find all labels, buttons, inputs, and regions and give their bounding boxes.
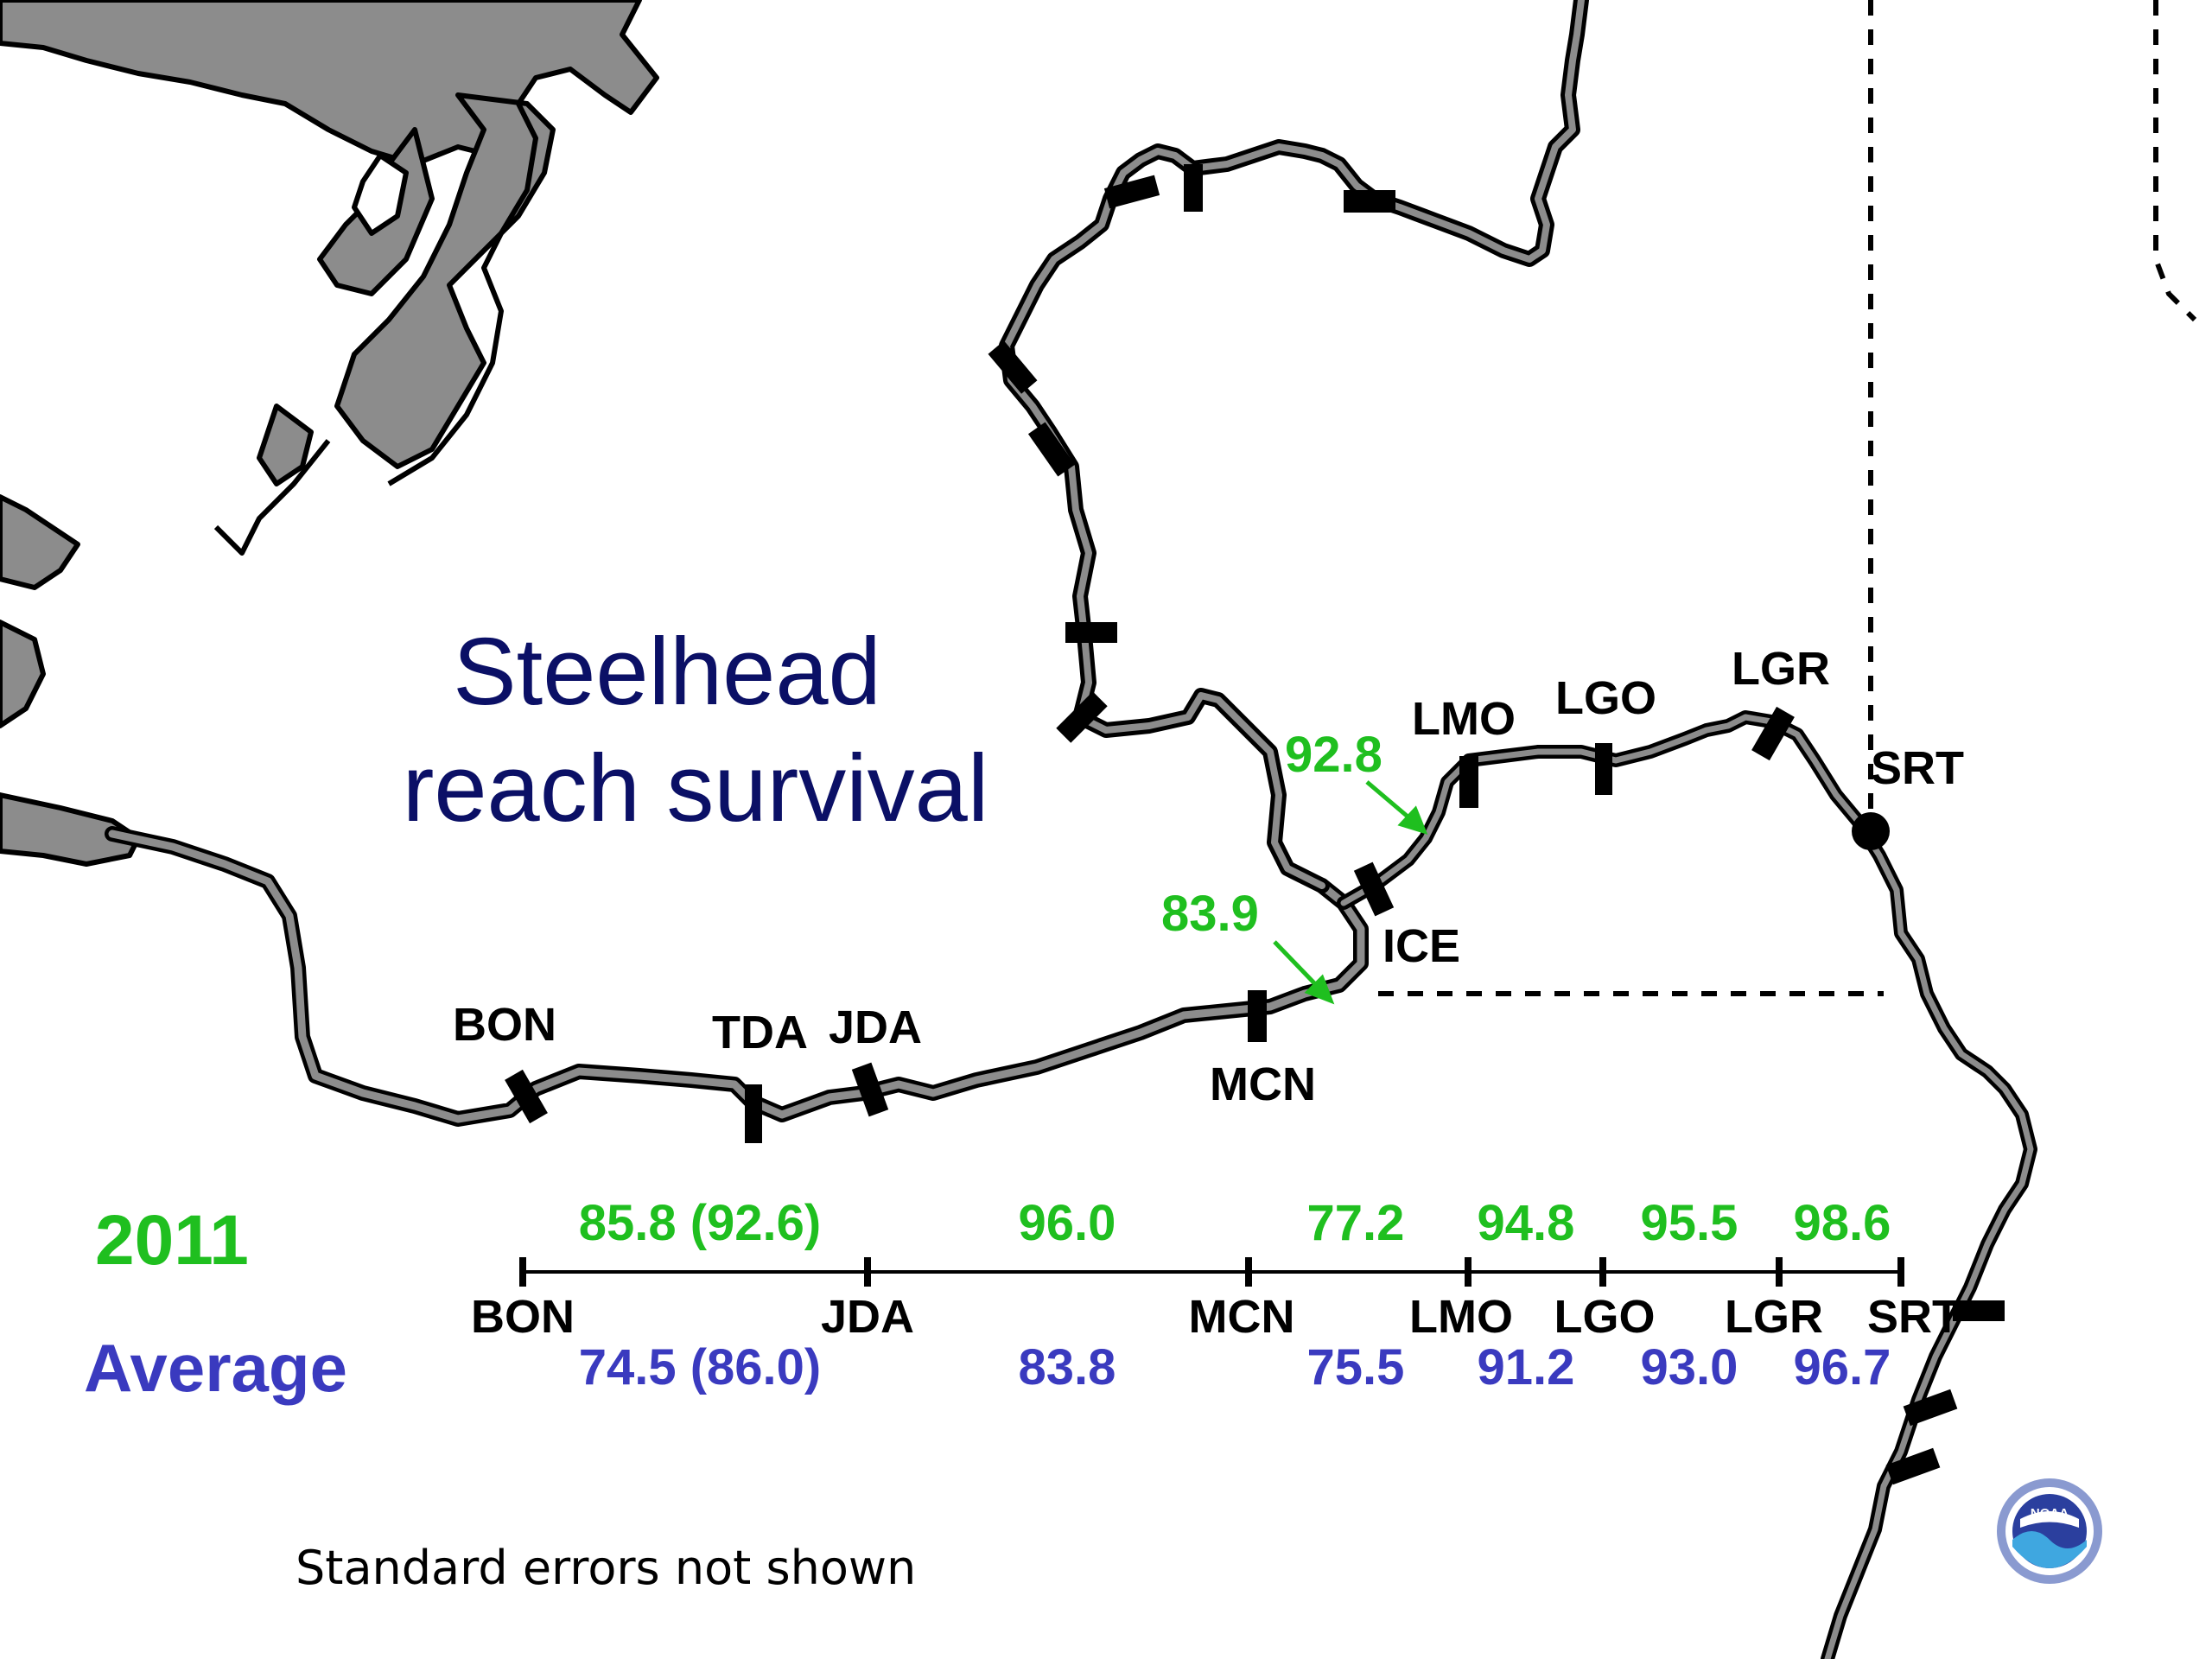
timeline-ticks	[519, 1257, 1904, 1287]
timeline-dam-labels: BON JDA MCN LMO LGO LGR SRT	[471, 1291, 1961, 1343]
snake-river	[1337, 710, 2037, 1659]
map-label-mcn: MCN	[1210, 1058, 1316, 1110]
arrow-icon	[1304, 974, 1335, 1005]
dam-marker-icon	[1184, 164, 1203, 212]
dam-marker-icon	[1248, 990, 1267, 1042]
timeline-average-value: 74.5 (86.0)	[579, 1339, 822, 1395]
dam-marker-icon	[745, 1084, 762, 1143]
title-line-2: reach survival	[403, 735, 989, 842]
dam-marker-icon	[1459, 756, 1478, 808]
survival-arrows	[1273, 780, 1428, 1005]
dam-marker-icon	[1903, 1389, 1958, 1427]
dam-marker-icon	[1344, 190, 1395, 213]
timeline-average-value: 75.5	[1307, 1339, 1405, 1395]
timeline-average-value: 93.0	[1641, 1339, 1738, 1395]
map-label-jda: JDA	[829, 1001, 922, 1053]
map-dam-labels: BON TDA JDA MCN ICE LMO LGO LGR SRT	[453, 643, 1964, 1110]
map-survival-ice-lmo: 92.8	[1285, 727, 1382, 783]
timeline-dam-label: JDA	[821, 1291, 914, 1343]
dam-marker-icon	[988, 340, 1038, 394]
dam-marker-icon	[505, 1069, 548, 1124]
timeline-average-value: 96.7	[1794, 1339, 1891, 1395]
title-line-1: Steelhead	[453, 619, 880, 725]
timeline-year-value: 98.6	[1794, 1195, 1891, 1251]
map-survival-mcn-ice: 83.9	[1161, 886, 1259, 942]
timeline-year-values: 85.8 (92.6) 96.0 77.2 94.8 95.5 98.6	[579, 1195, 1891, 1251]
map-label-srt: SRT	[1871, 742, 1964, 794]
timeline-year-value: 95.5	[1641, 1195, 1738, 1251]
map-label-tda: TDA	[712, 1007, 808, 1058]
dam-marker-icon	[1595, 743, 1612, 795]
map-label-lgo: LGO	[1555, 672, 1656, 724]
timeline-year-value: 85.8 (92.6)	[579, 1195, 822, 1251]
reach-timeline: BON JDA MCN LMO LGO LGR SRT 85.8 (92.6) 96.0 77.…	[471, 1195, 1961, 1395]
average-label: Average	[84, 1330, 347, 1406]
timeline-dam-label: LGR	[1725, 1291, 1823, 1343]
map-label-lgr: LGR	[1732, 643, 1830, 695]
timeline-dam-label: SRT	[1867, 1291, 1961, 1343]
dam-marker-icon	[1885, 1447, 1941, 1485]
year-label: 2011	[95, 1201, 249, 1280]
timeline-year-value: 94.8	[1478, 1195, 1575, 1251]
trap-dot-icon	[1852, 812, 1890, 850]
dam-marker-icon	[1953, 1300, 2005, 1321]
dam-marker-icon	[1065, 622, 1117, 643]
dam-marker-icon	[1353, 861, 1395, 917]
dam-markers	[505, 164, 2005, 1485]
dam-marker-icon	[1056, 691, 1108, 743]
coastal-water	[0, 494, 141, 867]
timeline-average-values: 74.5 (86.0) 83.8 75.5 91.2 93.0 96.7	[579, 1339, 1891, 1395]
puget-sound-water	[0, 0, 659, 556]
timeline-year-value: 77.2	[1307, 1195, 1405, 1251]
map-label-lmo: LMO	[1412, 693, 1516, 745]
timeline-average-value: 91.2	[1478, 1339, 1575, 1395]
timeline-dam-label: LGO	[1554, 1291, 1656, 1343]
noaa-logo-icon: NOAA	[1997, 1478, 2102, 1584]
map-label-ice: ICE	[1382, 920, 1460, 972]
arrow-icon	[1273, 940, 1322, 991]
state-borders	[1378, 0, 2197, 996]
timeline-year-value: 96.0	[1019, 1195, 1116, 1251]
map-label-bon: BON	[453, 999, 556, 1051]
dam-marker-icon	[851, 1062, 889, 1117]
columbia-river-lower	[105, 826, 1369, 1127]
timeline-dam-label: LMO	[1409, 1291, 1513, 1343]
timeline-dam-label: MCN	[1189, 1291, 1295, 1343]
timeline-dam-label: BON	[471, 1291, 575, 1343]
dam-marker-icon	[1027, 422, 1076, 477]
arrow-icon	[1365, 780, 1414, 823]
footnote: Standard errors not shown	[296, 1541, 916, 1595]
arrow-icon	[1397, 805, 1428, 835]
dam-marker-icon	[1103, 175, 1160, 209]
timeline-average-value: 83.8	[1019, 1339, 1116, 1395]
dam-marker-icon	[1751, 706, 1795, 761]
noaa-logo-text: NOAA	[2031, 1506, 2069, 1521]
